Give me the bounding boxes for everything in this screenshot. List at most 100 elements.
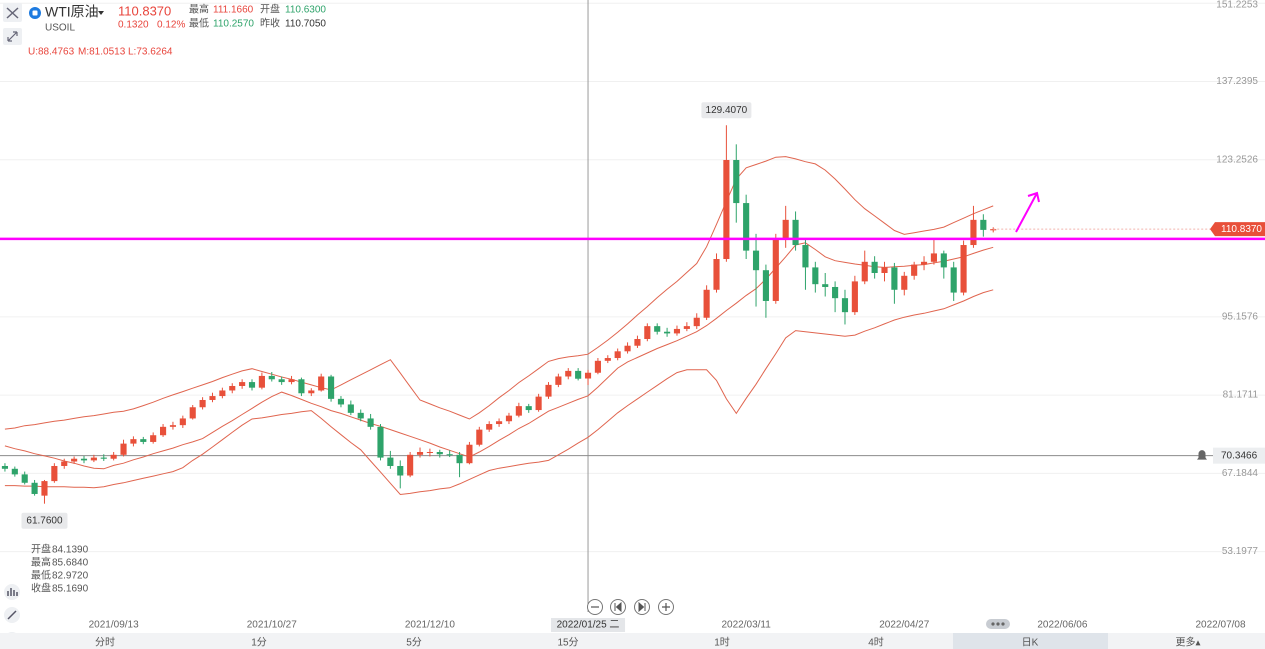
zoom-out-button[interactable] xyxy=(587,599,603,615)
tab[interactable]: 15分 xyxy=(557,637,578,649)
ohlc-info-value: 82.9720 xyxy=(52,571,89,582)
candle-body xyxy=(407,454,414,476)
candle-body xyxy=(110,454,117,459)
candle-body xyxy=(199,399,206,408)
tab[interactable]: 日K xyxy=(1022,638,1039,649)
candle-body xyxy=(209,396,216,400)
candle-body xyxy=(31,482,38,494)
candle-body xyxy=(703,289,710,318)
close-button[interactable] xyxy=(3,3,22,22)
tab-bar xyxy=(0,633,1265,649)
candle-body xyxy=(486,424,493,430)
symbol-dropdown[interactable] xyxy=(98,11,104,15)
tab[interactable]: 1分 xyxy=(251,637,267,649)
stat-label: 最低 xyxy=(189,17,209,30)
candle-body xyxy=(120,443,127,455)
candle-body xyxy=(792,219,799,246)
symbol-code: USOIL xyxy=(45,23,75,34)
x-tick-label: 2022/04/27 xyxy=(879,620,929,631)
x-tick-label: 2021/10/27 xyxy=(247,620,297,631)
candle-body xyxy=(169,425,177,427)
range-handle[interactable] xyxy=(986,619,1010,629)
x-tick-label: 2021/09/13 xyxy=(89,620,139,631)
candle-body xyxy=(456,454,463,464)
candle-body xyxy=(219,390,226,397)
candle-body xyxy=(140,439,147,442)
y-tick-label: 67.1844 xyxy=(1222,468,1259,479)
candle-body xyxy=(258,375,265,388)
ohlc-info-label: 收盘 xyxy=(31,582,51,595)
drawn-arrow xyxy=(1015,191,1040,233)
max-label: 129.4070 xyxy=(706,105,748,116)
ohlc-info-label: 开盘 xyxy=(31,543,51,556)
y-tick-label: 151.2253 xyxy=(1216,0,1258,11)
candle-body xyxy=(832,286,839,299)
candle-body xyxy=(733,159,740,204)
candle-body xyxy=(496,421,503,425)
candle-body xyxy=(41,481,48,496)
candle-body xyxy=(911,264,918,276)
candle-body xyxy=(940,253,947,268)
candle-body xyxy=(328,376,335,399)
candle-body xyxy=(179,418,186,426)
candle-body xyxy=(387,457,394,466)
ohlc-info-label: 最高 xyxy=(31,556,51,569)
candle-body xyxy=(535,396,542,411)
candle-body xyxy=(990,229,997,231)
candle-body xyxy=(920,261,928,265)
candle-body xyxy=(772,239,779,301)
candle-body xyxy=(752,250,760,271)
plot-area xyxy=(0,0,1265,612)
stat-label: 昨收 xyxy=(260,17,280,30)
stat-value: 110.6300 xyxy=(285,5,326,16)
tab[interactable]: 分时 xyxy=(95,637,115,649)
candle-body xyxy=(555,376,562,385)
min-label-bg xyxy=(21,512,68,529)
candle-body xyxy=(80,458,88,461)
candle-body xyxy=(565,370,572,377)
ohlc-info-value: 84.1390 xyxy=(52,545,89,556)
expand-button[interactable] xyxy=(3,28,22,45)
draw-button[interactable] xyxy=(4,607,20,623)
candle-body xyxy=(90,457,97,461)
y-tick-label: 137.2395 xyxy=(1216,76,1258,87)
candle-body xyxy=(189,407,196,419)
y-tick-label: 53.1977 xyxy=(1222,546,1259,557)
ohlc-info-value: 85.6840 xyxy=(52,558,89,569)
max-label-bg xyxy=(701,102,752,119)
symbol-name[interactable]: WTI原油 xyxy=(45,4,99,20)
candle-body xyxy=(416,452,424,455)
candle-body xyxy=(634,339,641,346)
candle-body xyxy=(594,360,601,373)
candle-body xyxy=(229,385,236,391)
tab[interactable]: 1时 xyxy=(714,637,730,649)
candle-body xyxy=(11,468,18,475)
tab[interactable]: 5分 xyxy=(406,637,422,649)
candle-body xyxy=(604,358,611,361)
candle-body xyxy=(476,429,483,445)
candle-body xyxy=(278,379,285,383)
candle-body xyxy=(160,426,167,436)
scroll-left-button[interactable] xyxy=(610,599,626,615)
crosshair-date-bg xyxy=(551,618,626,632)
tab[interactable]: 更多▴ xyxy=(1175,636,1200,649)
candle-body xyxy=(71,458,78,462)
candle-body xyxy=(357,412,364,419)
candle-body xyxy=(466,444,473,464)
candle-body xyxy=(822,284,829,287)
stat-value: 110.2570 xyxy=(213,19,254,30)
zoom-in-button[interactable] xyxy=(658,599,674,615)
scroll-right-button[interactable] xyxy=(634,599,650,615)
last-price-tag xyxy=(1210,222,1265,237)
candle-body xyxy=(248,382,256,388)
candle-body xyxy=(288,379,295,383)
candle-body xyxy=(664,331,671,334)
candle-body xyxy=(930,253,937,262)
candle-body xyxy=(762,270,769,301)
tab[interactable]: 4时 xyxy=(868,637,884,649)
indicator-button[interactable] xyxy=(4,584,20,600)
candle-body xyxy=(298,379,305,394)
candle-body xyxy=(654,326,661,332)
